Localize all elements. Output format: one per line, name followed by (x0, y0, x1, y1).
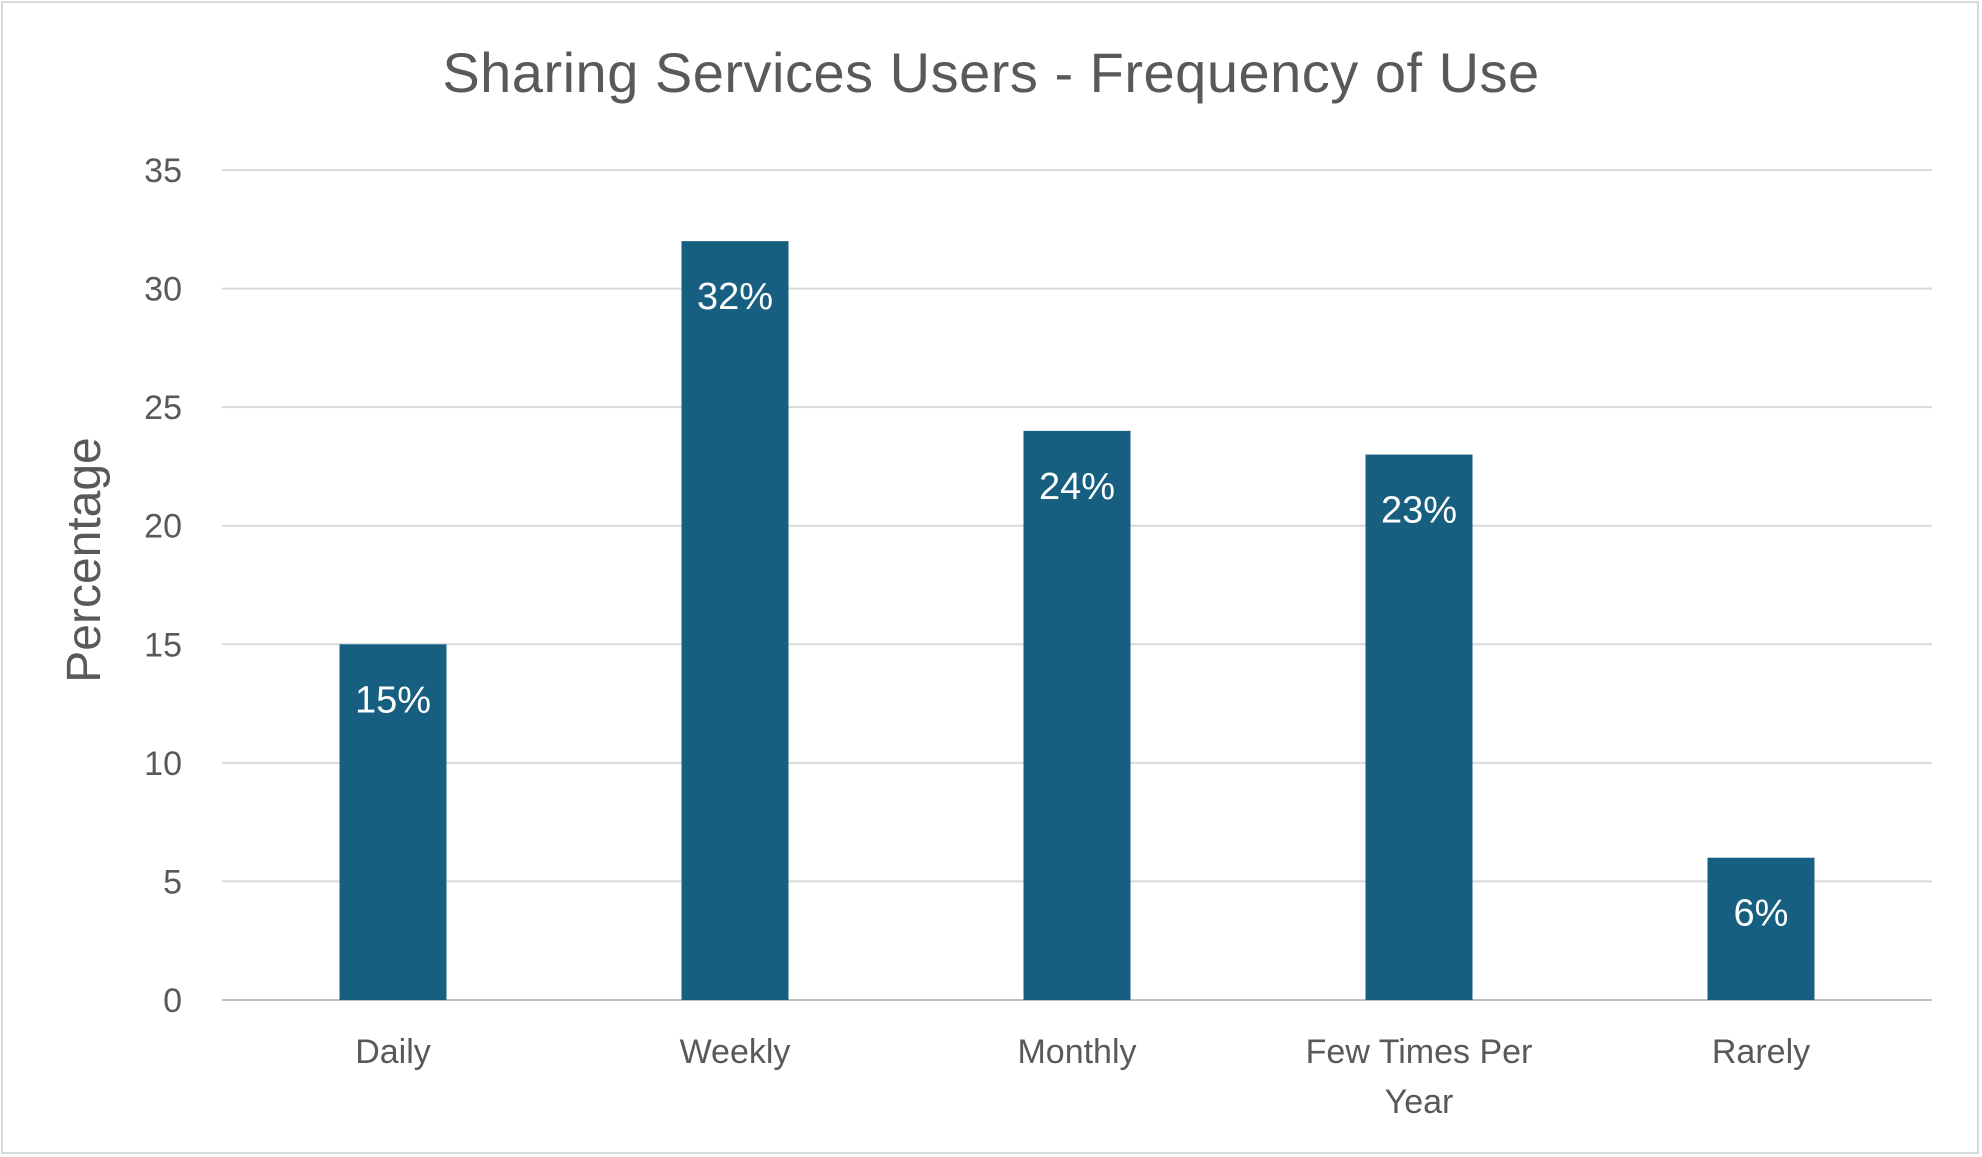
bar-daily (339, 644, 447, 1000)
y-tick-label: 0 (163, 982, 182, 1020)
data-label: 15% (355, 679, 431, 721)
y-tick-label: 20 (144, 508, 182, 546)
x-tick-label: Few Times Per (1306, 1033, 1533, 1071)
x-tick-label: Weekly (680, 1033, 791, 1071)
bar-rarely (1707, 857, 1815, 1000)
x-tick-label: Rarely (1712, 1033, 1810, 1071)
y-tick-label: 5 (163, 863, 182, 901)
y-tick-label: 30 (144, 271, 182, 309)
y-tick-label: 10 (144, 745, 182, 783)
y-tick-label: 25 (144, 389, 182, 427)
x-tick-label: Monthly (1017, 1033, 1136, 1071)
bar-few-times-per-year (1365, 454, 1473, 1001)
x-tick-label: Daily (355, 1033, 431, 1071)
y-axis-label: Percentage (58, 437, 111, 683)
bar-monthly (1023, 430, 1131, 1000)
data-label: 23% (1381, 490, 1457, 532)
bar-weekly (681, 241, 789, 1001)
y-tick-label: 15 (144, 626, 182, 664)
data-label: 6% (1734, 893, 1789, 935)
data-label: 32% (697, 276, 773, 318)
y-tick-label: 35 (144, 152, 182, 190)
x-tick-label: Year (1385, 1083, 1454, 1121)
data-label: 24% (1039, 466, 1115, 508)
chart-title: Sharing Services Users - Frequency of Us… (442, 41, 1540, 104)
